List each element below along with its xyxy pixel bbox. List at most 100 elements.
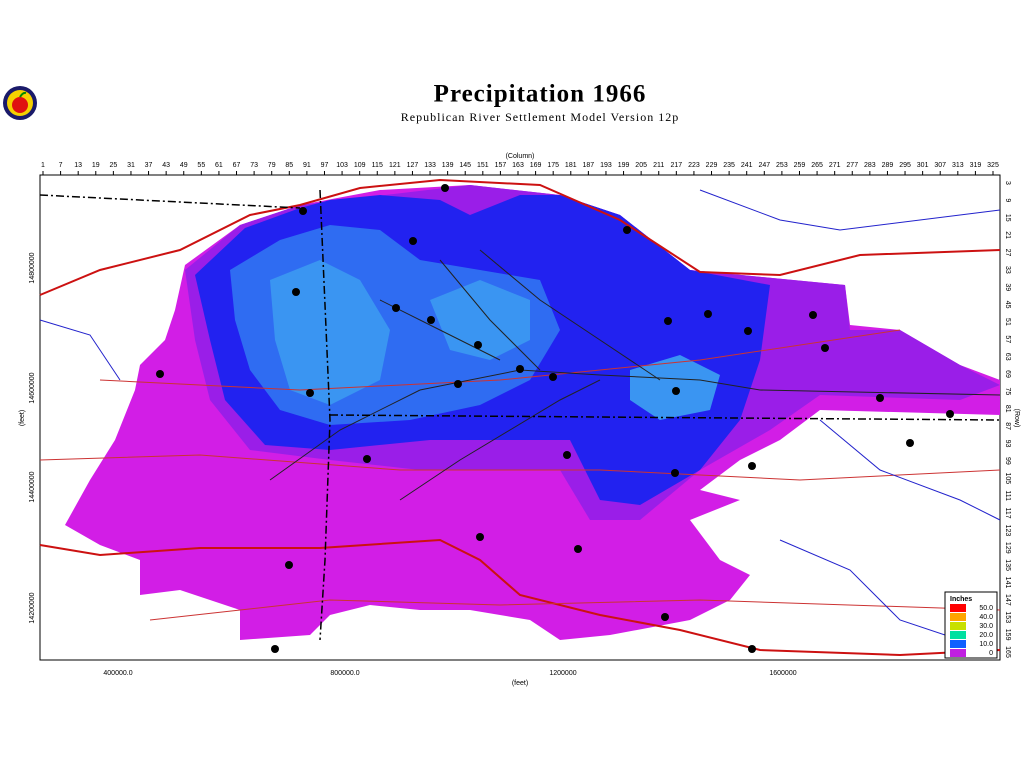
well [574,545,582,553]
legend-label: 10.0 [979,641,993,648]
well [906,439,914,447]
row-label: 135 [1004,559,1011,571]
well [363,455,371,463]
column-label: 163 [512,162,524,169]
legend-swatch [950,649,966,657]
state-lines [39,189,1001,641]
column-label: 169 [530,162,542,169]
well [516,365,524,373]
column-label: 283 [864,162,876,169]
legend-label: 50.0 [979,605,993,612]
y-axis-label: (feet) [19,410,26,426]
column-label: 313 [952,162,964,169]
column-label: 13 [74,162,82,169]
row-label: 99 [1004,457,1011,465]
minor-roads [39,329,1001,621]
y-tick-label: 14400000 [29,471,36,502]
column-label: 121 [389,162,401,169]
map [39,174,1001,661]
column-label: 145 [459,162,471,169]
row-axis-label: (Row) [1013,409,1020,428]
wells [156,184,954,653]
y-tick-label: 14800000 [29,252,36,283]
legend-label: 20.0 [979,632,993,639]
well [744,327,752,335]
well [664,317,672,325]
well [474,341,482,349]
row-label: 81 [1004,405,1011,413]
well [661,613,669,621]
row-label: 165 [1004,646,1011,658]
column-label: 67 [233,162,241,169]
row-label: 123 [1004,525,1011,537]
row-label: 93 [1004,440,1011,448]
legend-title: Inches [950,596,972,603]
row-label: 21 [1004,231,1011,239]
column-label: 181 [565,162,577,169]
column-label: 307 [934,162,946,169]
column-label: 37 [145,162,153,169]
row-label: 57 [1004,335,1011,343]
well [392,304,400,312]
legend-swatch [950,640,966,648]
column-label: 295 [899,162,911,169]
column-label: 301 [917,162,929,169]
well [306,389,314,397]
column-axis-label: (Column) [506,153,535,160]
row-label: 147 [1004,594,1011,606]
column-label: 319 [970,162,982,169]
y-tick-label: 14200000 [29,592,36,623]
well [748,462,756,470]
column-label: 49 [180,162,188,169]
column-label: 223 [688,162,700,169]
well [748,645,756,653]
row-label: 117 [1004,507,1011,518]
well [441,184,449,192]
subtitle: Republican River Settlement Model Versio… [401,110,679,124]
column-label: 175 [547,162,559,169]
y-tick-label: 14600000 [29,372,36,403]
column-label: 31 [127,162,135,169]
well [946,410,954,418]
rivers [39,189,1001,641]
well [454,380,462,388]
column-label: 7 [59,162,63,169]
row-label: 159 [1004,629,1011,641]
column-label: 85 [285,162,293,169]
row-label: 3 [1004,181,1011,185]
column-label: 289 [882,162,894,169]
well [271,645,279,653]
column-label: 97 [321,162,329,169]
x-tick-label: 1200000 [549,670,576,677]
legend-swatch [950,631,966,639]
column-label: 109 [354,162,366,169]
x-axis-label: (feet) [512,680,528,687]
column-label: 151 [477,162,489,169]
legend-swatch [950,613,966,621]
well [549,373,557,381]
row-label: 15 [1004,214,1011,222]
row-label: 75 [1004,388,1011,396]
row-label: 63 [1004,353,1011,361]
column-label: 127 [407,162,419,169]
row-label: 129 [1004,542,1011,554]
column-label: 55 [197,162,205,169]
column-label: 277 [846,162,858,169]
x-tick-label: 400000.0 [103,670,132,677]
column-label: 73 [250,162,258,169]
column-label: 265 [811,162,823,169]
well [623,226,631,234]
column-label: 205 [635,162,647,169]
well [563,451,571,459]
precip-light-blue [270,260,720,420]
logo [3,86,37,120]
row-label: 33 [1004,266,1011,274]
row-label: 105 [1004,472,1011,484]
column-label: 253 [776,162,788,169]
column-label: 187 [583,162,595,169]
title: Precipitation 1966 [434,81,647,108]
x-tick-label: 800000.0 [330,670,359,677]
row-label: 39 [1004,283,1011,291]
legend: Inches 50.0 40.0 30.0 20.0 10.0 0 [944,591,998,659]
